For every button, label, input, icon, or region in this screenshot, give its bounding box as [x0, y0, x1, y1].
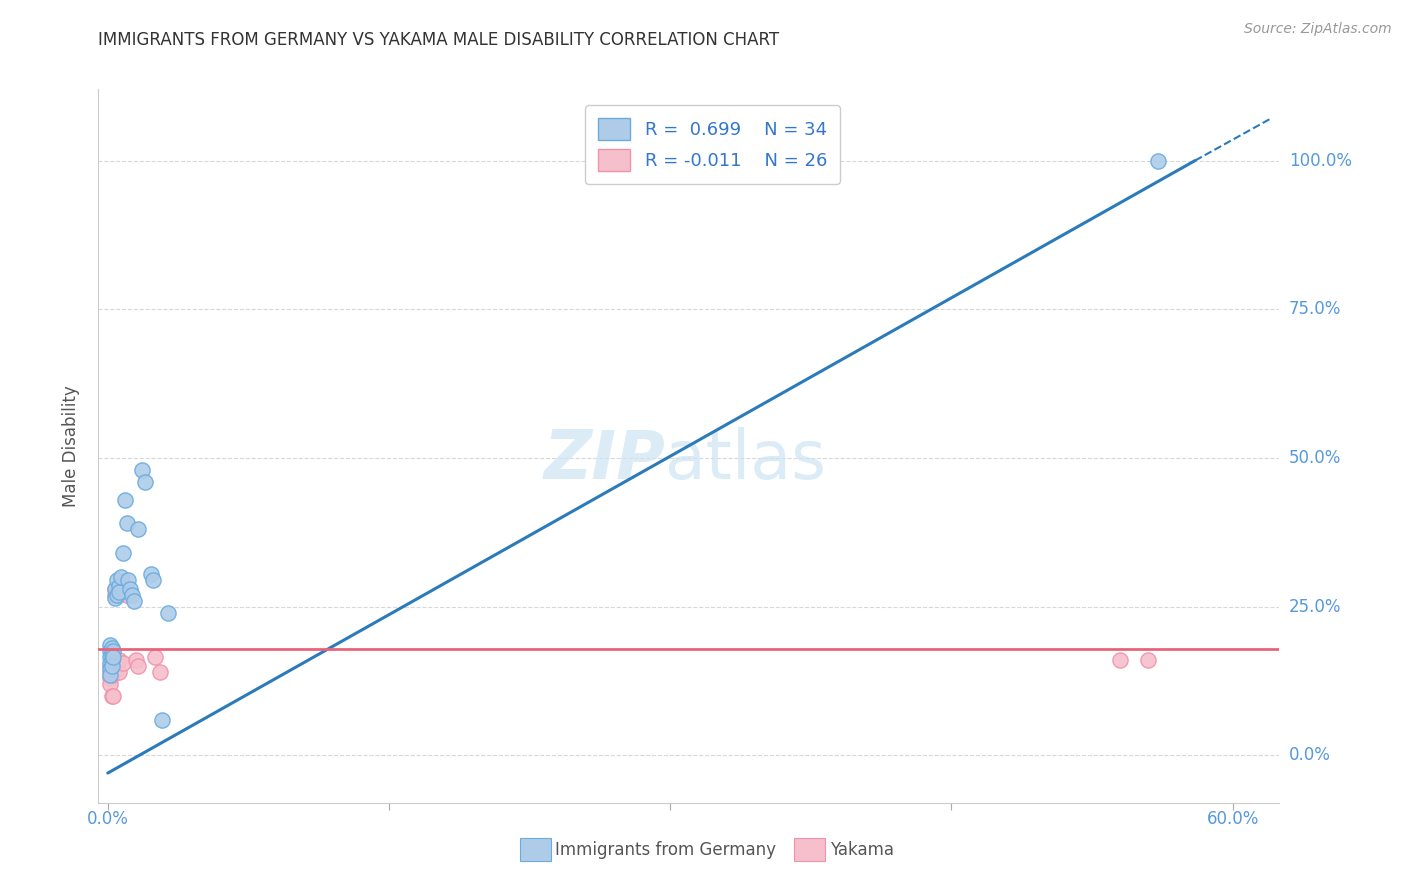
- Point: [125, 653, 148, 667]
- Point: [108, 579, 131, 593]
- Point: [127, 522, 149, 536]
- Legend: R =  0.699    N = 34, R = -0.011    N = 26: R = 0.699 N = 34, R = -0.011 N = 26: [585, 105, 839, 184]
- Point: [98, 659, 121, 673]
- Text: IMMIGRANTS FROM GERMANY VS YAKAMA MALE DISABILITY CORRELATION CHART: IMMIGRANTS FROM GERMANY VS YAKAMA MALE D…: [98, 31, 779, 49]
- Point: [104, 582, 127, 596]
- Text: atlas: atlas: [665, 427, 827, 493]
- Point: [139, 566, 162, 581]
- Text: Immigrants from Germany: Immigrants from Germany: [555, 841, 776, 859]
- Point: [103, 650, 125, 665]
- Point: [103, 659, 125, 673]
- Text: Yakama: Yakama: [830, 841, 894, 859]
- Point: [98, 638, 121, 652]
- Point: [100, 641, 122, 656]
- Point: [1137, 653, 1160, 667]
- Point: [105, 573, 128, 587]
- Point: [115, 516, 138, 531]
- Point: [122, 593, 145, 607]
- Point: [104, 591, 127, 605]
- Point: [156, 606, 179, 620]
- Text: 100.0%: 100.0%: [1289, 152, 1351, 169]
- Text: 0.0%: 0.0%: [87, 810, 129, 828]
- Point: [103, 644, 125, 658]
- Point: [103, 689, 125, 703]
- Point: [103, 653, 125, 667]
- Point: [108, 584, 131, 599]
- Point: [134, 475, 156, 489]
- Point: [100, 668, 122, 682]
- Point: [105, 662, 128, 676]
- Text: 0.0%: 0.0%: [1289, 747, 1330, 764]
- Point: [143, 650, 166, 665]
- Text: 50.0%: 50.0%: [1289, 449, 1341, 467]
- Point: [131, 463, 153, 477]
- Point: [100, 647, 122, 661]
- Y-axis label: Male Disability: Male Disability: [62, 385, 80, 507]
- Point: [1109, 653, 1132, 667]
- Point: [120, 582, 142, 596]
- Point: [98, 656, 121, 670]
- Text: ZIP: ZIP: [544, 427, 665, 493]
- Point: [114, 492, 136, 507]
- Point: [108, 653, 131, 667]
- Point: [98, 668, 121, 682]
- Point: [108, 665, 131, 679]
- Point: [98, 650, 121, 665]
- Point: [100, 662, 122, 676]
- Point: [110, 570, 132, 584]
- Point: [127, 659, 149, 673]
- Point: [98, 665, 121, 679]
- Point: [100, 656, 122, 670]
- Point: [105, 656, 128, 670]
- Point: [100, 653, 122, 667]
- Point: [98, 662, 121, 676]
- Text: 25.0%: 25.0%: [1289, 598, 1341, 615]
- Point: [104, 588, 127, 602]
- Text: 60.0%: 60.0%: [1206, 810, 1258, 828]
- Point: [98, 677, 121, 691]
- Point: [103, 665, 125, 679]
- Point: [142, 573, 165, 587]
- Point: [100, 659, 122, 673]
- Point: [150, 713, 173, 727]
- Point: [121, 588, 143, 602]
- Point: [149, 665, 172, 679]
- Text: 75.0%: 75.0%: [1289, 301, 1341, 318]
- Point: [105, 588, 128, 602]
- Point: [115, 588, 138, 602]
- Point: [111, 546, 134, 560]
- Point: [1146, 153, 1168, 168]
- Point: [111, 656, 134, 670]
- Point: [98, 644, 121, 658]
- Point: [117, 573, 139, 587]
- Text: Source: ZipAtlas.com: Source: ZipAtlas.com: [1244, 22, 1392, 37]
- Point: [100, 689, 122, 703]
- Point: [104, 582, 127, 596]
- Point: [98, 671, 121, 685]
